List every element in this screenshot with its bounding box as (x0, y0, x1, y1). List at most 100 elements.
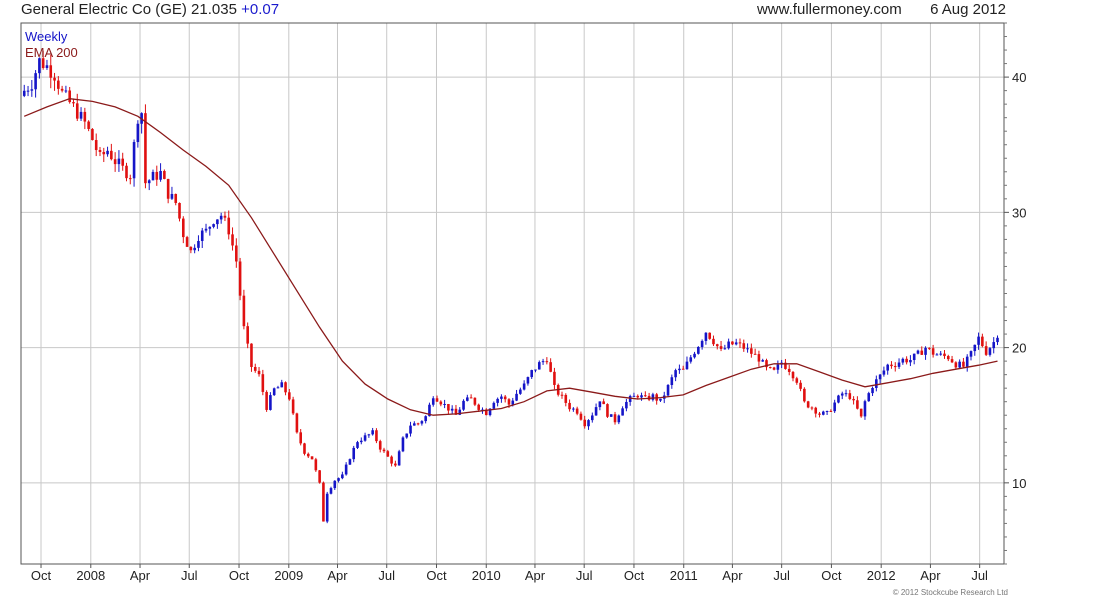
candle-body (859, 408, 863, 417)
candle-body (219, 215, 223, 220)
candle-body (288, 392, 291, 400)
candle-body (659, 398, 662, 401)
candle-body (712, 338, 715, 345)
weekly-candle (772, 366, 776, 371)
weekly-candle (238, 257, 242, 301)
candle-body (98, 150, 102, 152)
candle-body (776, 364, 780, 370)
candle-body (651, 394, 655, 400)
candle-body (189, 246, 193, 251)
weekly-candle (178, 202, 181, 222)
candle-body (390, 456, 393, 464)
weekly-candle (564, 393, 568, 407)
weekly-candle (163, 169, 166, 180)
candle-body (53, 77, 56, 81)
weekly-candle (303, 442, 306, 456)
website-link[interactable]: www.fullermoney.com (756, 1, 902, 18)
candle-body (704, 332, 708, 341)
candle-body (466, 397, 469, 401)
copyright-notice: © 2012 Stockcube Research Ltd (892, 588, 1008, 597)
candle-body (583, 419, 587, 427)
weekly-candle (280, 379, 284, 388)
weekly-candle (484, 408, 488, 416)
candle-body (977, 336, 980, 345)
weekly-candle (689, 355, 693, 364)
weekly-candle (204, 223, 208, 233)
weekly-candle (553, 367, 556, 390)
candle-body (700, 340, 704, 348)
weekly-candle (734, 338, 738, 346)
candle-body (64, 90, 68, 92)
weekly-candle (530, 369, 534, 379)
weekly-candle (227, 210, 231, 240)
x-tick-label: 2011 (670, 568, 698, 583)
x-tick-label: Apr (722, 568, 743, 583)
candle-body (147, 180, 151, 184)
candle-body (795, 378, 799, 383)
weekly-candle (568, 399, 571, 412)
weekly-candle (265, 390, 268, 412)
candle-body (106, 150, 109, 155)
weekly-candle (38, 57, 41, 79)
weekly-candle (810, 406, 814, 411)
weekly-candle (598, 401, 602, 411)
weekly-candle (386, 449, 390, 457)
weekly-candle (738, 338, 742, 349)
weekly-candle (34, 70, 37, 98)
candle-body (458, 409, 462, 415)
candle-body (965, 356, 969, 367)
candle-body (49, 65, 53, 78)
weekly-candle (541, 358, 545, 365)
weekly-candle (712, 335, 715, 347)
candle-body (443, 403, 446, 405)
candle-body (265, 391, 268, 410)
weekly-candle (954, 361, 958, 369)
weekly-candle (454, 404, 458, 415)
weekly-candle (325, 491, 329, 524)
weekly-candle (356, 440, 359, 449)
candle-body (238, 261, 242, 296)
weekly-candle (863, 399, 867, 420)
candle-body (212, 224, 215, 227)
weekly-candle (79, 107, 83, 122)
weekly-candle (613, 411, 617, 425)
weekly-candle (594, 403, 598, 416)
weekly-candle (522, 380, 526, 391)
weekly-candle (822, 410, 825, 416)
candle-body (837, 395, 840, 403)
weekly-candle (928, 347, 931, 350)
weekly-candle (310, 456, 314, 460)
candle-body (322, 482, 325, 522)
candle-body (41, 58, 45, 68)
ema-200-line (23, 98, 998, 416)
candle-body (909, 360, 912, 363)
candle-body (519, 389, 522, 394)
weekly-candle (140, 112, 143, 134)
weekly-candle (651, 392, 655, 402)
weekly-candle (60, 85, 64, 93)
candle-body (715, 344, 719, 347)
y-tick-label: 30 (1012, 205, 1026, 220)
weekly-candle (299, 429, 302, 446)
x-tick-label: Jul (378, 568, 395, 583)
candle-body (170, 193, 174, 199)
candle-body (943, 353, 946, 357)
weekly-candle (117, 150, 121, 172)
candle-body (22, 90, 26, 96)
candle-body (473, 397, 477, 405)
weekly-candle (628, 394, 632, 406)
weekly-candle (920, 346, 924, 355)
candle-body (973, 344, 977, 352)
candle-body (594, 407, 598, 416)
candle-body (413, 423, 416, 426)
weekly-candle (284, 381, 287, 396)
weekly-candle (378, 439, 382, 453)
weekly-candle (413, 421, 416, 426)
candle-body (693, 353, 696, 358)
weekly-candle (306, 452, 310, 458)
weekly-candle (83, 107, 87, 130)
candle-body (905, 358, 908, 363)
candle-body (810, 407, 814, 409)
x-axis: Oct 2008 Apr Jul Oct 2009 Apr Jul Oct 2010 Apr Jul O… (31, 564, 988, 583)
candle-body (871, 387, 874, 394)
